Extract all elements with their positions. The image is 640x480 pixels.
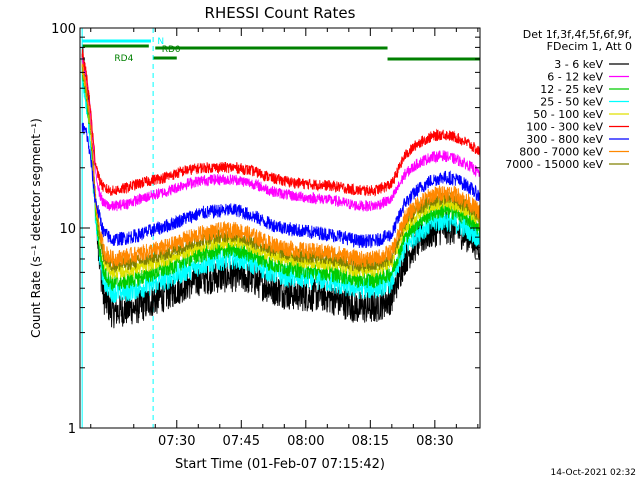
x-tick-label: 07:45 (223, 434, 260, 449)
x-tick-label: 08:00 (287, 434, 324, 449)
x-tick-label: 07:30 (158, 434, 195, 449)
legend-entry-label: 12 - 25 keV (540, 83, 603, 96)
y-axis-label: Count Rate (s⁻¹ detector segment⁻¹) (29, 118, 43, 338)
flag-label: RD0 (162, 45, 181, 55)
flag-label: N (157, 37, 164, 47)
flag-label: RD4 (114, 54, 133, 64)
series-line (81, 64, 481, 291)
legend-entry-label: 300 - 800 keV (526, 133, 603, 146)
series-line (81, 122, 481, 249)
series-line (81, 48, 481, 197)
render-timestamp: 14-Oct-2021 02:32 (551, 468, 636, 478)
y-tick-label: 10 (59, 222, 76, 237)
legend-entry-label: 800 - 7000 keV (519, 146, 603, 159)
legend-entry-label: 25 - 50 keV (540, 96, 603, 109)
x-axis: 07:30 07:45 08:00 08:15 08:30 (90, 28, 479, 449)
y-tick-label: 1 (68, 422, 76, 437)
series-group (81, 47, 481, 329)
chart-title: RHESSI Count Rates (205, 4, 356, 22)
series-line (81, 59, 481, 269)
legend-entry-label: 6 - 12 keV (547, 71, 603, 84)
legend: Det 1f,3f,4f,5f,6f,9f,FDecim 1, Att 0 3 -… (505, 28, 632, 171)
x-tick-label: 08:30 (416, 434, 453, 449)
legend-entry-label: 50 - 100 keV (533, 108, 603, 121)
series-line (81, 56, 481, 212)
x-tick-label: 08:15 (352, 434, 389, 449)
legend-entry-label: 100 - 300 keV (526, 121, 603, 134)
y-axis: 1 10 100 (51, 22, 480, 437)
y-tick-label: 100 (51, 22, 76, 37)
legend-header: Det 1f,3f,4f,5f,6f,9f, (523, 28, 632, 41)
legend-header: FDecim 1, Att 0 (547, 40, 632, 53)
legend-entry-label: 7000 - 15000 keV (505, 158, 603, 171)
x-axis-label: Start Time (01-Feb-07 07:15:42) (175, 457, 385, 472)
legend-entry-label: 3 - 6 keV (554, 58, 603, 71)
